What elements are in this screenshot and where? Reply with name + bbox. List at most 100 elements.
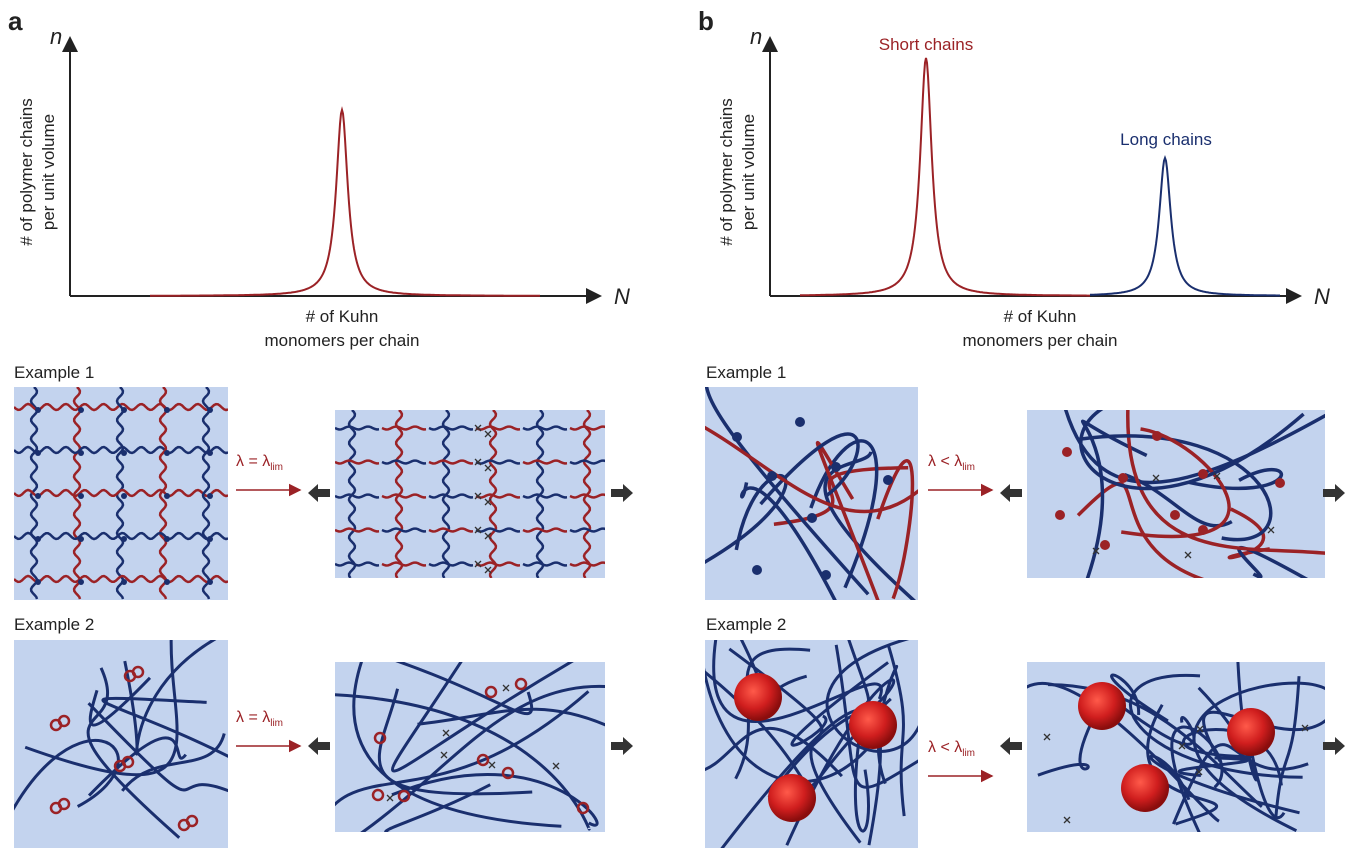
slip-link xyxy=(373,731,387,745)
break-mark xyxy=(474,492,482,500)
slip-link xyxy=(121,755,135,769)
chain xyxy=(1274,676,1301,817)
stretch-label: λ < λlim xyxy=(928,739,975,759)
slip-link xyxy=(131,665,145,679)
network-box xyxy=(335,662,605,832)
break-mark xyxy=(1195,768,1203,776)
nanoparticle xyxy=(1078,682,1126,730)
chain xyxy=(14,574,228,584)
network xyxy=(14,387,228,600)
y-symbol: n xyxy=(750,24,762,49)
crosslink xyxy=(78,536,84,542)
y-title: # of polymer chains xyxy=(17,98,36,245)
break-mark xyxy=(502,684,510,692)
stretch-label: λ = λlim xyxy=(236,453,283,473)
crosslink xyxy=(1152,431,1162,441)
chain xyxy=(158,387,168,600)
chain xyxy=(582,410,592,578)
crosslink xyxy=(164,450,170,456)
chain xyxy=(475,459,521,465)
pull-arrow xyxy=(611,737,633,755)
network xyxy=(1055,410,1325,578)
network xyxy=(1027,662,1325,832)
crosslink xyxy=(883,475,893,485)
crosslink xyxy=(164,536,170,542)
chain xyxy=(1076,482,1205,578)
break-mark xyxy=(1092,547,1100,555)
break-mark xyxy=(1152,474,1160,482)
slip-link xyxy=(576,801,590,815)
break-mark xyxy=(484,498,492,506)
network-box xyxy=(335,410,605,578)
lambda-sub: lim xyxy=(270,718,283,729)
slip-link xyxy=(185,814,199,828)
slip-link xyxy=(501,766,515,780)
chain xyxy=(535,410,545,578)
network-box xyxy=(1027,662,1325,832)
pull-arrow xyxy=(611,484,633,502)
y-title: per unit volume xyxy=(739,114,758,230)
chain xyxy=(759,432,860,506)
break-mark xyxy=(1184,551,1192,559)
chain xyxy=(1170,725,1224,832)
crosslink xyxy=(732,432,742,442)
chain xyxy=(790,661,889,747)
chain xyxy=(335,527,380,533)
chain xyxy=(1037,705,1102,777)
pull-arrow xyxy=(1000,484,1022,502)
nanoparticle xyxy=(849,701,897,749)
chain xyxy=(87,736,187,797)
chain xyxy=(522,527,568,533)
crosslink xyxy=(164,579,170,585)
crosslink xyxy=(35,579,41,585)
example-label: Example 2 xyxy=(706,615,786,634)
chain xyxy=(1079,410,1305,491)
crosslink xyxy=(821,570,831,580)
slip-link xyxy=(371,788,385,802)
lambda-sub: lim xyxy=(962,748,975,759)
network xyxy=(14,640,228,839)
break-mark xyxy=(1267,526,1275,534)
crosslink xyxy=(78,450,84,456)
example-label: Example 2 xyxy=(14,615,94,634)
chain xyxy=(1080,419,1148,578)
chain xyxy=(876,459,915,600)
chain xyxy=(14,402,228,412)
chain xyxy=(825,640,918,753)
break-mark xyxy=(1178,742,1186,750)
chain xyxy=(391,662,574,773)
x-title: monomers per chain xyxy=(963,331,1118,350)
pull-arrow xyxy=(1000,737,1022,755)
slip-link xyxy=(57,797,71,811)
break-mark xyxy=(474,526,482,534)
chain xyxy=(88,676,152,727)
chain xyxy=(887,645,906,817)
crosslink xyxy=(831,462,841,472)
chain xyxy=(1027,681,1220,823)
chain xyxy=(14,488,228,498)
lambda-sub: lim xyxy=(270,462,283,473)
crosslink xyxy=(752,565,762,575)
chain xyxy=(335,693,591,831)
break-mark xyxy=(386,794,394,802)
example-label: Example 1 xyxy=(14,363,94,382)
chain xyxy=(705,726,843,778)
y-title: # of polymer chains xyxy=(717,98,736,245)
slip-link xyxy=(57,714,71,728)
chain xyxy=(381,459,427,465)
crosslink xyxy=(121,579,127,585)
nanoparticle xyxy=(768,774,816,822)
crosslink xyxy=(1170,510,1180,520)
crosslink xyxy=(207,536,213,542)
chain xyxy=(377,688,533,796)
chain xyxy=(1128,673,1303,779)
chain xyxy=(569,459,605,465)
illustrations xyxy=(14,36,1345,848)
chain xyxy=(1187,467,1284,491)
pull-arrow xyxy=(308,737,330,755)
chain xyxy=(1237,545,1309,578)
distribution-curve xyxy=(1090,155,1280,297)
example-label: Example 1 xyxy=(706,363,786,382)
lambda: λ = λ xyxy=(236,709,270,726)
